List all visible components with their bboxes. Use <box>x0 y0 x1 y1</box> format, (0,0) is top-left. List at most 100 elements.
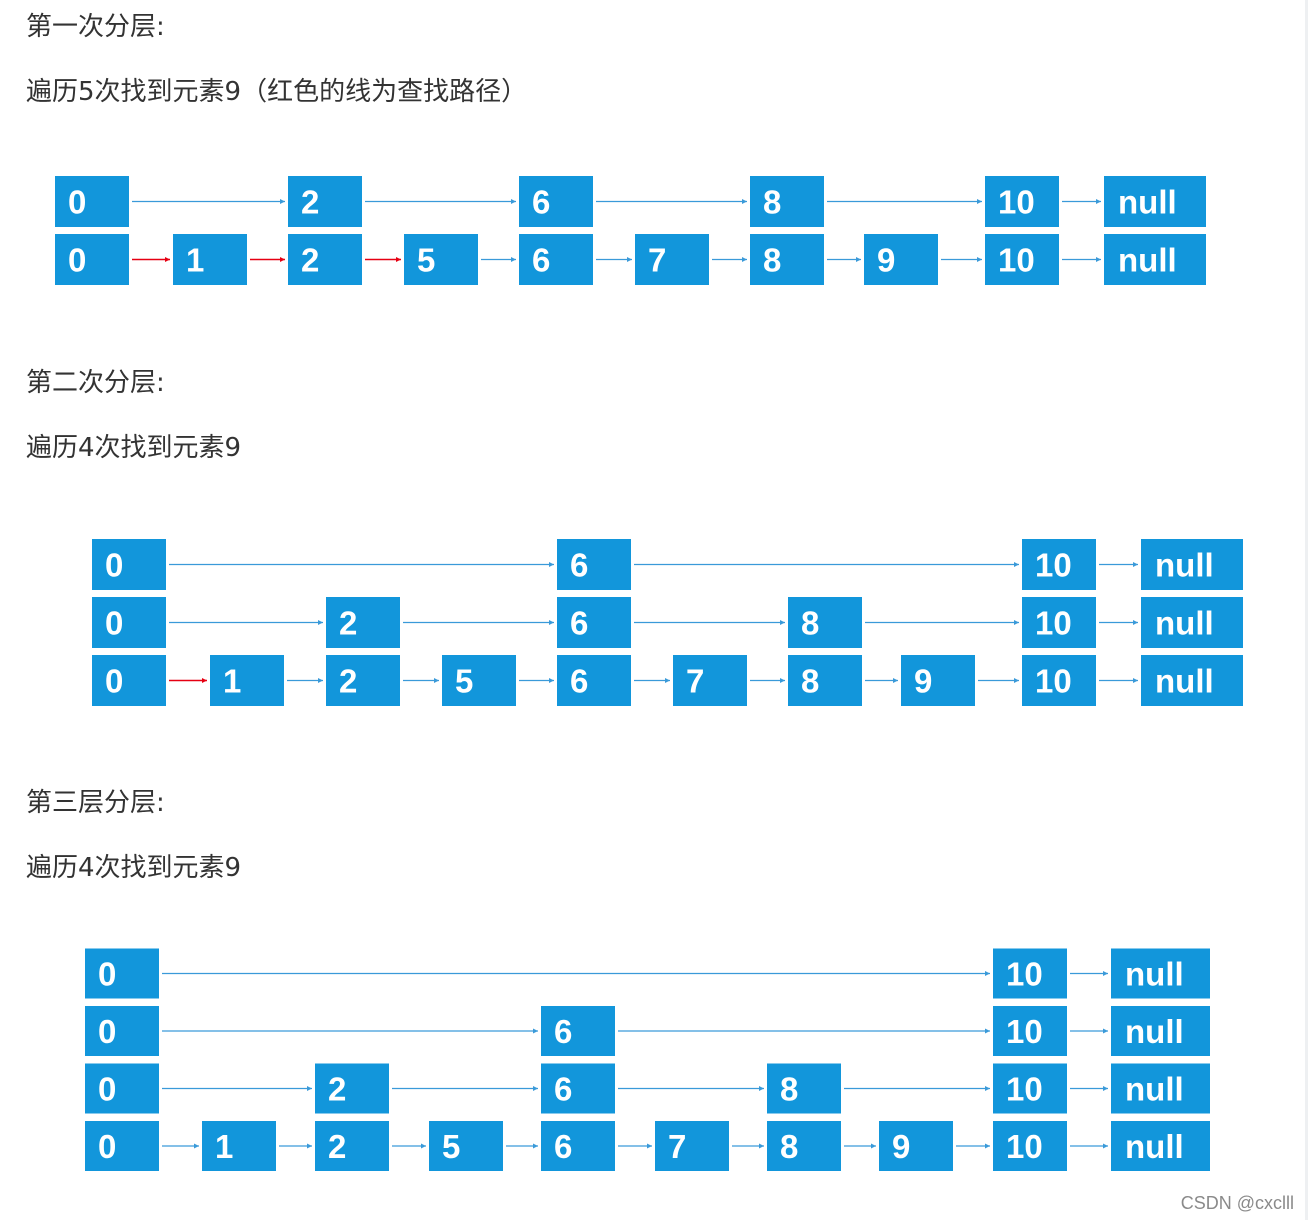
node-box <box>202 1121 276 1171</box>
node-label: 0 <box>98 956 116 993</box>
node-box <box>1104 234 1206 285</box>
node-box <box>210 655 284 706</box>
node-label: 0 <box>105 663 123 700</box>
node-box <box>1111 948 1210 999</box>
node-label: 0 <box>98 1013 116 1050</box>
node-box <box>429 1121 503 1171</box>
node-label: null <box>1125 1013 1184 1050</box>
node-box <box>55 176 129 227</box>
node-box <box>993 1063 1067 1114</box>
node-box <box>404 234 478 285</box>
node-box <box>85 1121 159 1171</box>
node-box <box>288 176 362 227</box>
node-box <box>288 234 362 285</box>
node-box <box>442 655 516 706</box>
node-label: 6 <box>554 1071 572 1108</box>
node-box <box>864 234 938 285</box>
section-1-heading: 第一次分层: <box>26 12 165 42</box>
node-label: 5 <box>442 1128 460 1165</box>
node-box <box>92 539 166 590</box>
node-label: 2 <box>301 242 319 279</box>
node-label: 10 <box>1006 956 1043 993</box>
node-label: 0 <box>98 1128 116 1165</box>
node-label: 10 <box>998 184 1035 221</box>
node-label: 6 <box>570 605 588 642</box>
node-box <box>326 655 400 706</box>
node-box <box>557 597 631 648</box>
watermark: CSDN @cxclll <box>1180 1193 1294 1213</box>
node-label: 9 <box>892 1128 910 1165</box>
node-box <box>750 176 824 227</box>
node-box <box>879 1121 953 1171</box>
node-box <box>1141 655 1243 706</box>
node-box <box>673 655 747 706</box>
node-box <box>655 1121 729 1171</box>
section-2-heading: 第二次分层: <box>26 368 165 398</box>
diagram-second-layering: 0 6 10 null 0 2 6 8 10 null 0 1 2 5 6 7 8 9 10 null <box>92 539 1243 706</box>
node-box <box>85 1006 159 1056</box>
node-label: null <box>1118 242 1177 279</box>
node-label: 0 <box>105 605 123 642</box>
section-1-subheading: 遍历5次找到元素9（红色的线为查找路径） <box>26 77 528 107</box>
node-label: null <box>1125 1128 1184 1165</box>
node-label: 10 <box>1006 1128 1043 1165</box>
node-box <box>173 234 247 285</box>
node-label: 0 <box>68 184 86 221</box>
node-label: 1 <box>223 663 241 700</box>
node-box <box>993 948 1067 999</box>
diagram-third-layering: 0 10 null 0 6 10 null 0 2 6 8 10 null 0 1 2 5 6 7 8 9 10 null <box>85 948 1210 1171</box>
node-label: 8 <box>780 1128 798 1165</box>
node-box <box>1141 597 1243 648</box>
node-label: 6 <box>570 547 588 584</box>
node-label: 5 <box>455 663 473 700</box>
node-box <box>541 1063 615 1114</box>
node-label: 0 <box>98 1071 116 1108</box>
node-label: 10 <box>1006 1013 1043 1050</box>
node-label: 10 <box>1035 663 1072 700</box>
node-label: 8 <box>801 605 819 642</box>
node-label: null <box>1125 956 1184 993</box>
node-label: 6 <box>532 184 550 221</box>
node-box <box>1022 597 1096 648</box>
node-label: 2 <box>339 663 357 700</box>
node-label: 5 <box>417 242 435 279</box>
node-box <box>315 1121 389 1171</box>
node-label: 1 <box>186 242 204 279</box>
node-box <box>541 1006 615 1056</box>
node-label: 2 <box>328 1071 346 1108</box>
node-label: 6 <box>532 242 550 279</box>
node-label: 0 <box>68 242 86 279</box>
section-3-subheading: 遍历4次找到元素9 <box>26 853 242 883</box>
node-box <box>901 655 975 706</box>
node-label: null <box>1155 663 1214 700</box>
node-box <box>1022 655 1096 706</box>
node-label: 9 <box>914 663 932 700</box>
node-label: 7 <box>668 1128 686 1165</box>
node-label: 6 <box>554 1013 572 1050</box>
node-label: 2 <box>301 184 319 221</box>
node-box <box>635 234 709 285</box>
node-box <box>985 234 1059 285</box>
node-box <box>985 176 1059 227</box>
node-box <box>1022 539 1096 590</box>
node-label: 6 <box>554 1128 572 1165</box>
node-box <box>326 597 400 648</box>
section-2-subheading: 遍历4次找到元素9 <box>26 433 242 463</box>
node-label: 8 <box>763 184 781 221</box>
node-label: 0 <box>105 547 123 584</box>
node-box <box>55 234 129 285</box>
node-label: 8 <box>780 1071 798 1108</box>
node-label: 6 <box>570 663 588 700</box>
node-box <box>1111 1121 1210 1171</box>
node-box <box>788 597 862 648</box>
node-box <box>1104 176 1206 227</box>
node-label: null <box>1155 605 1214 642</box>
node-label: 10 <box>1006 1071 1043 1108</box>
node-box <box>557 539 631 590</box>
section-3-heading: 第三层分层: <box>26 788 165 818</box>
node-label: null <box>1155 547 1214 584</box>
node-label: 9 <box>877 242 895 279</box>
node-box <box>541 1121 615 1171</box>
node-label: 10 <box>998 242 1035 279</box>
